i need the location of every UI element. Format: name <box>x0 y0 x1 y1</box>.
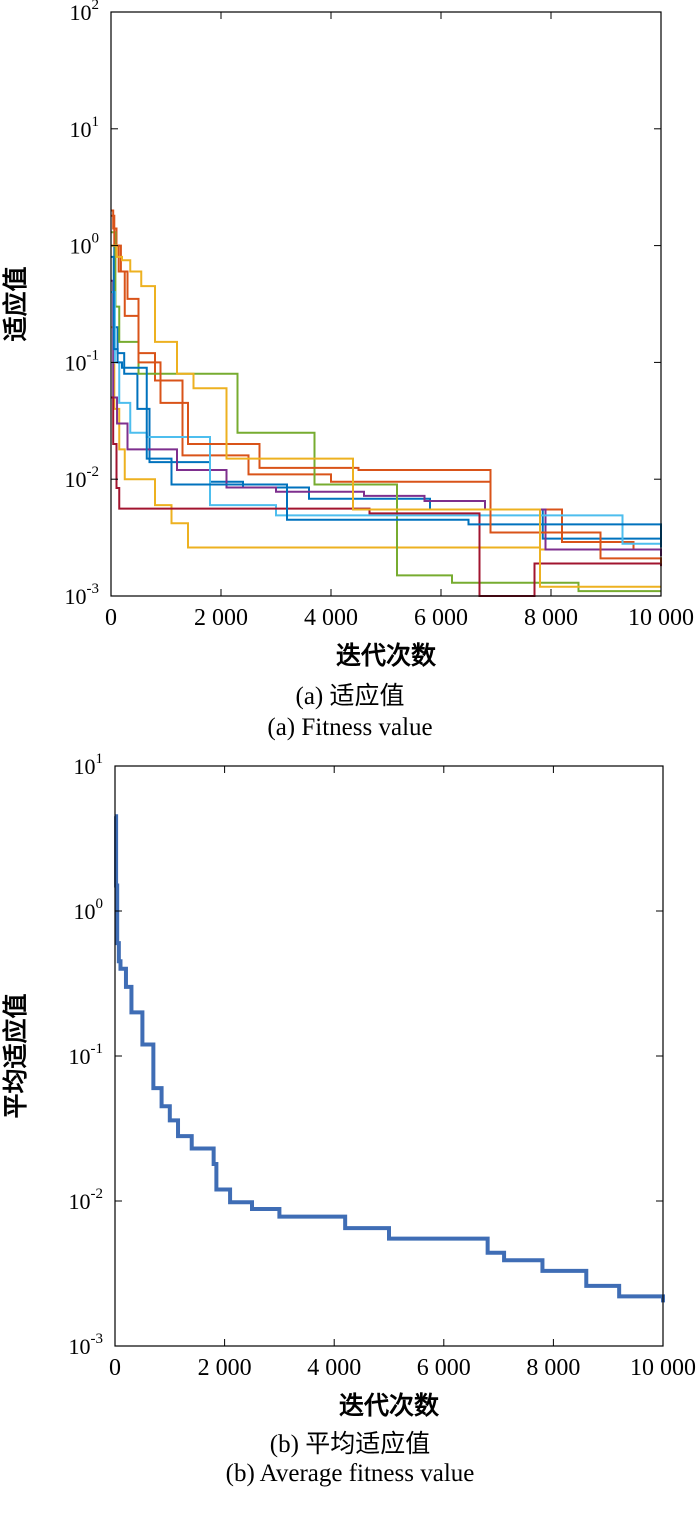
a-y-axis-label: 适应值 <box>1 266 30 341</box>
b-x-tick-label-2: 4 000 <box>307 1355 361 1381</box>
b-x-tick-label-3: 6 000 <box>417 1355 471 1381</box>
b-x-tick-label-0: 0 <box>109 1355 121 1381</box>
b-y-tick-label-1: 10-2 <box>69 1186 104 1214</box>
a-series-10 <box>111 244 661 588</box>
a-series-5 <box>111 231 661 593</box>
b-y-tick-label-0: 10-3 <box>69 1331 104 1359</box>
fitness-chart: 0 2 000 4 000 6 000 8 000 10 000 10-3 10-2 10-1 1… <box>1 0 694 670</box>
a-x-tick-label-1: 2 000 <box>194 605 248 631</box>
b-y-tick-label-2: 10-1 <box>69 1041 104 1069</box>
a-x-axis-label: 迭代次数 <box>336 641 437 670</box>
b-x-tick-label-4: 8 000 <box>526 1355 580 1381</box>
b-plot-frame <box>114 765 664 1347</box>
a-x-tick-label-0: 0 <box>105 605 117 631</box>
a-x-tick-label-2: 4 000 <box>304 605 358 631</box>
b-y-tick-label-4: 101 <box>74 751 104 779</box>
b-y-tick-label-3: 100 <box>74 896 104 924</box>
a-plot-frame <box>110 11 662 597</box>
a-y-tick-label-2: 10-1 <box>65 347 100 375</box>
a-x-tick-label-5: 10 000 <box>628 605 694 631</box>
a-x-tick-label-3: 6 000 <box>414 605 468 631</box>
a-x-tick-label-4: 8 000 <box>524 605 578 631</box>
caption-a-cn: (a) 适应值 <box>295 683 405 710</box>
a-y-tick-label-1: 10-2 <box>65 464 100 492</box>
a-series-7 <box>111 396 662 597</box>
a-y-tick-label-3: 100 <box>70 231 100 259</box>
caption-a-en: (a) Fitness value <box>267 714 433 741</box>
b-x-axis-label: 迭代次数 <box>339 1391 440 1420</box>
a-series-9 <box>111 214 662 564</box>
b-y-axis-label: 平均适应值 <box>1 993 30 1118</box>
a-series-1 <box>111 244 662 542</box>
caption-b-cn: (b) 平均适应值 <box>269 1431 431 1458</box>
a-y-tick-label-0: 10-3 <box>65 581 100 609</box>
b-series-1 <box>114 814 665 1303</box>
a-y-tick-label-5: 102 <box>70 0 100 25</box>
average-fitness-chart: 0 2 000 4 000 6 000 8 000 10 000 10-3 10-2 10-1 1… <box>1 751 696 1420</box>
b-x-tick-label-1: 2 000 <box>198 1355 252 1381</box>
a-y-tick-label-4: 101 <box>70 114 100 142</box>
caption-b-en: (b) Average fitness value <box>225 1460 475 1487</box>
b-x-tick-label-5: 10 000 <box>630 1355 696 1381</box>
a-series-3 <box>111 326 662 552</box>
a-series-8 <box>111 255 662 548</box>
